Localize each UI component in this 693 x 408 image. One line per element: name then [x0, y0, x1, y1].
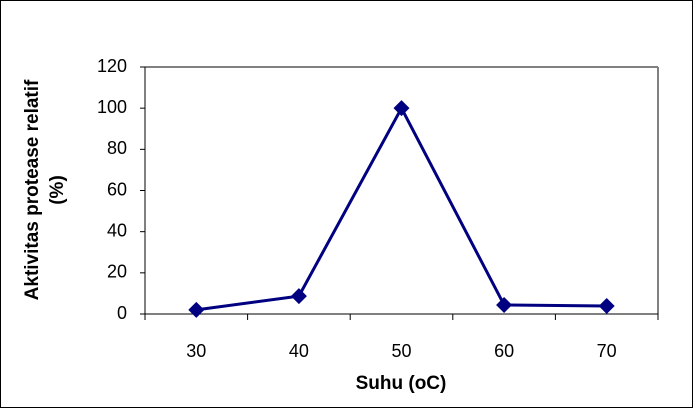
- marker: [598, 297, 615, 314]
- x-tick-label: 60: [494, 341, 514, 361]
- y-tick-label: 0: [117, 303, 127, 323]
- x-tick-label: 50: [391, 341, 411, 361]
- y-tick-label: 40: [107, 220, 127, 240]
- marker: [290, 288, 307, 305]
- x-axis-title: Suhu (oC): [356, 373, 447, 394]
- y-tick-label: 120: [97, 56, 127, 76]
- x-tick-label: 30: [186, 341, 206, 361]
- x-tick-label: 70: [597, 341, 617, 361]
- x-tick-label: 40: [289, 341, 309, 361]
- marker: [496, 296, 513, 313]
- y-tick-label: 100: [97, 97, 127, 117]
- y-tick-label: 80: [107, 138, 127, 158]
- marker: [393, 100, 410, 117]
- y-axis-title: Aktivitas protease relatif: [22, 79, 43, 300]
- marker: [188, 301, 205, 318]
- y-tick-label: 20: [107, 262, 127, 282]
- y-axis-title: (%): [47, 175, 68, 205]
- y-tick-label: 60: [107, 179, 127, 199]
